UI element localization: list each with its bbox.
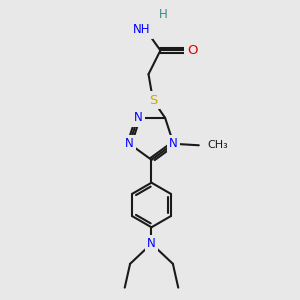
Text: CH₃: CH₃	[207, 140, 228, 150]
Text: O: O	[187, 44, 197, 57]
Text: H: H	[159, 8, 168, 21]
Text: N: N	[125, 137, 134, 150]
Text: S: S	[149, 94, 157, 106]
Text: NH: NH	[133, 23, 151, 36]
Text: N: N	[147, 237, 156, 250]
Text: N: N	[169, 137, 178, 150]
Text: N: N	[134, 111, 142, 124]
